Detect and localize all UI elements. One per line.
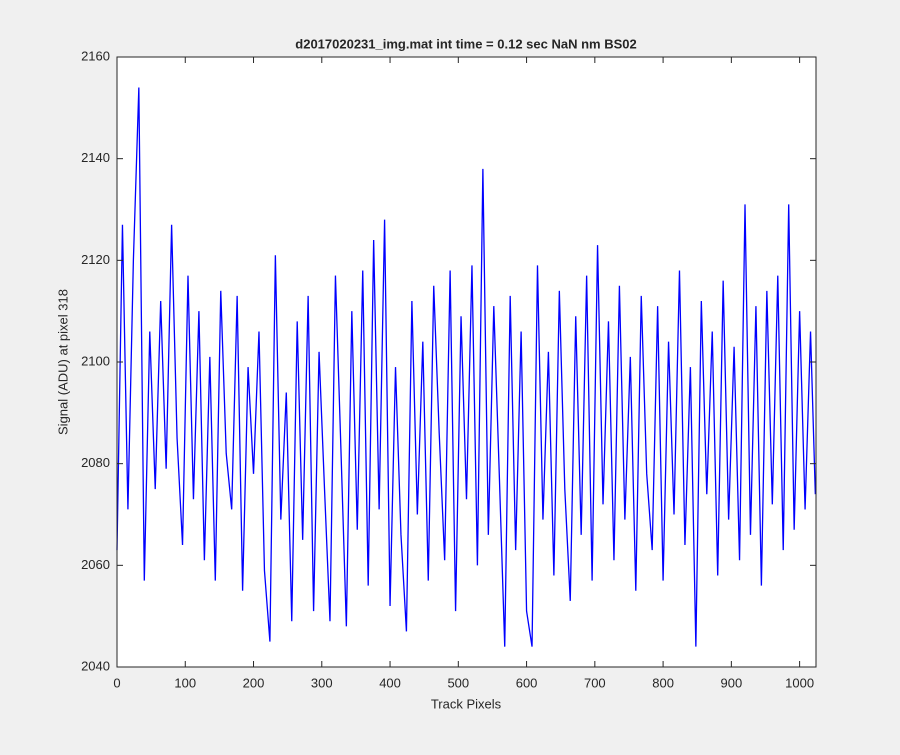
x-tick-label: 900 (721, 675, 743, 690)
y-tick-label: 2040 (81, 658, 110, 673)
data-line (116, 87, 816, 647)
axes-box (116, 56, 817, 668)
x-tick-label: 0 (113, 675, 120, 690)
x-tick-label: 400 (379, 675, 401, 690)
x-tick-label: 1000 (785, 675, 814, 690)
chart-title: d2017020231_img.mat int time = 0.12 sec … (295, 36, 636, 51)
y-tick-label: 2120 (81, 252, 110, 267)
x-tick-label: 200 (243, 675, 265, 690)
x-tick-label: 100 (174, 675, 196, 690)
y-tick-label: 2080 (81, 455, 110, 470)
x-axis-label: Track Pixels (431, 696, 502, 711)
y-axis-label: Signal (ADU) at pixel 318 (55, 289, 70, 435)
y-tick-label: 2060 (81, 557, 110, 572)
x-tick-label: 300 (311, 675, 333, 690)
y-tick-label: 2140 (81, 150, 110, 165)
x-tick-label: 600 (516, 675, 538, 690)
y-tick-label: 2100 (81, 353, 110, 368)
x-tick-label: 700 (584, 675, 606, 690)
x-tick-label: 800 (652, 675, 674, 690)
plot-area (117, 57, 816, 667)
x-tick-label: 500 (447, 675, 469, 690)
y-tick-label: 2160 (81, 48, 110, 63)
